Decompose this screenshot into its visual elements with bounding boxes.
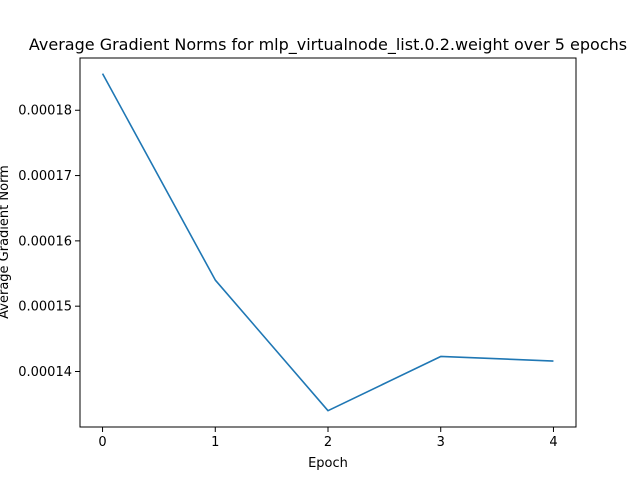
x-tick-label: 2	[324, 435, 332, 450]
x-tick-label: 3	[437, 435, 445, 450]
series-layer	[101, 73, 554, 412]
x-tick-label: 1	[211, 435, 219, 450]
y-tick-label: 0.00018	[18, 104, 72, 119]
series-line	[101, 73, 554, 412]
y-tick-label: 0.00017	[18, 169, 72, 184]
y-axis-ticks: 0.00014 0.00015 0.00016 0.00017 0.00018	[18, 104, 80, 380]
y-tick-label: 0.00015	[18, 300, 72, 315]
x-axis-ticks: 0 1 2 3 4	[98, 427, 558, 450]
y-tick-label: 0.00014	[18, 365, 72, 380]
x-tick-label: 0	[98, 435, 106, 450]
y-axis-label: Average Gradient Norm	[0, 165, 12, 319]
x-axis-label: Epoch	[308, 456, 348, 471]
chart-title: Average Gradient Norms for mlp_virtualno…	[29, 35, 627, 55]
x-tick-label: 4	[549, 435, 557, 450]
y-tick-label: 0.00016	[18, 234, 72, 249]
